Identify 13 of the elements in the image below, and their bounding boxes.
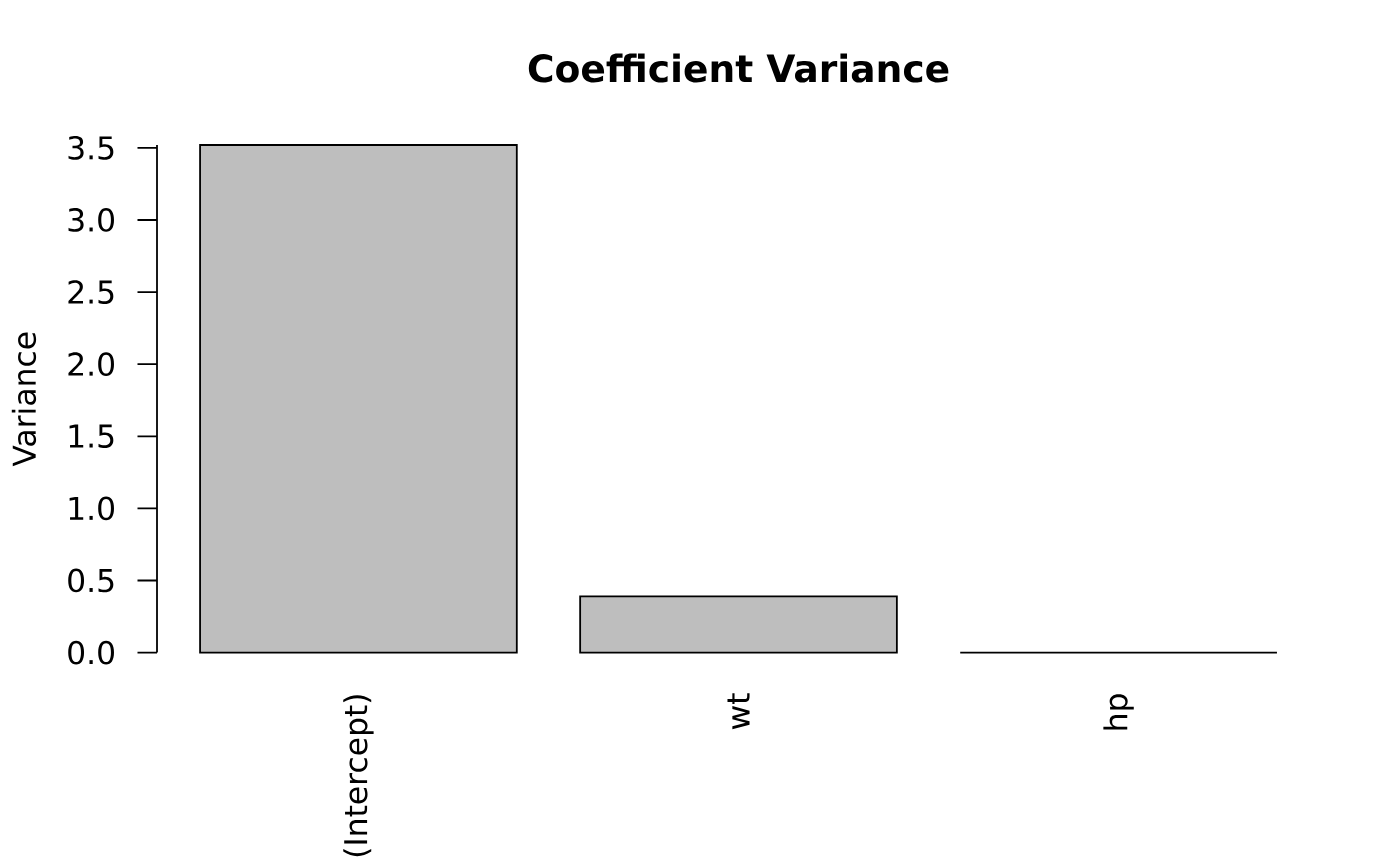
y-tick-label: 2.0 [68, 352, 114, 377]
y-tick-label: 1.0 [69, 496, 114, 521]
y-tick-label: 1.5 [69, 424, 114, 448]
x-tick-label: (Intercept) [343, 695, 374, 857]
x-tick-label: wt [727, 693, 750, 730]
y-tick-label: 0.5 [68, 568, 114, 593]
y-axis-title: Variance [11, 332, 37, 467]
chart-title: Coefficient Variance [528, 53, 949, 83]
y-tick-label: 3.0 [68, 208, 114, 232]
y-tick-label: 2.5 [68, 280, 114, 304]
y-tick-label: 0.0 [68, 640, 114, 665]
x-tick-label: hp [1103, 694, 1134, 730]
y-tick-label: 3.5 [68, 136, 114, 160]
